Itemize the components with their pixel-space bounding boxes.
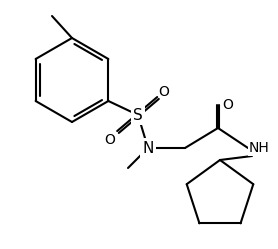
Text: O: O: [105, 133, 115, 147]
Text: N: N: [142, 140, 154, 155]
Text: S: S: [133, 108, 143, 123]
Text: O: O: [158, 85, 169, 99]
Text: O: O: [223, 98, 234, 112]
Text: NH: NH: [249, 141, 270, 155]
